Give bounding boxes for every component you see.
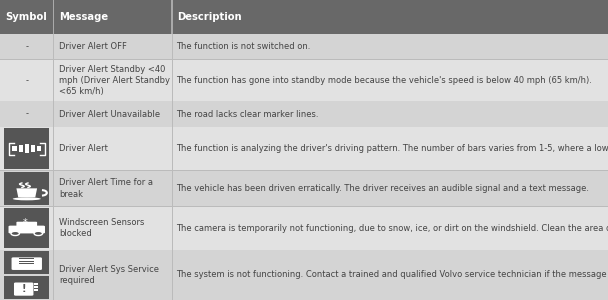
Bar xyxy=(53,0,54,34)
Text: -: - xyxy=(26,110,28,118)
Bar xyxy=(171,60,173,101)
Bar xyxy=(171,0,173,34)
Text: Driver Alert Sys Service
required: Driver Alert Sys Service required xyxy=(59,265,159,285)
Bar xyxy=(171,101,173,127)
Text: !: ! xyxy=(21,284,26,294)
Text: The road lacks clear marker lines.: The road lacks clear marker lines. xyxy=(176,110,318,118)
Text: The function has gone into standby mode because the vehicle's speed is below 40 : The function has gone into standby mode … xyxy=(176,76,592,85)
Bar xyxy=(0,101,54,127)
Bar xyxy=(18,146,22,152)
Bar xyxy=(53,60,54,101)
Text: Driver Alert OFF: Driver Alert OFF xyxy=(59,42,127,51)
Bar xyxy=(0,250,54,300)
Bar xyxy=(54,250,172,300)
Polygon shape xyxy=(16,188,37,197)
FancyBboxPatch shape xyxy=(14,283,33,296)
Bar xyxy=(53,206,54,250)
Text: The system is not functioning. Contact a trained and qualified Volvo service tec: The system is not functioning. Contact a… xyxy=(176,270,608,279)
Bar xyxy=(19,258,34,260)
Bar xyxy=(171,34,173,60)
Text: Description: Description xyxy=(178,12,242,22)
Bar xyxy=(4,251,49,274)
FancyBboxPatch shape xyxy=(12,257,42,270)
FancyBboxPatch shape xyxy=(16,222,37,228)
Bar xyxy=(54,101,172,127)
Bar xyxy=(53,34,54,60)
Bar xyxy=(172,60,608,101)
Text: -: - xyxy=(26,42,28,51)
FancyBboxPatch shape xyxy=(9,226,45,233)
Bar xyxy=(171,206,173,250)
Bar xyxy=(4,128,49,169)
Text: Windscreen Sensors
blocked: Windscreen Sensors blocked xyxy=(59,218,144,238)
Bar xyxy=(0,170,608,171)
Bar xyxy=(172,101,608,127)
Bar xyxy=(34,290,38,291)
Bar xyxy=(19,263,34,264)
Bar xyxy=(0,170,54,206)
Bar xyxy=(172,206,608,250)
Text: The function is analyzing the driver's driving pattern. The number of bars varie: The function is analyzing the driver's d… xyxy=(176,144,608,153)
Text: The camera is temporarily not functioning, due to snow, ice, or dirt on the wind: The camera is temporarily not functionin… xyxy=(176,224,608,232)
Text: *: * xyxy=(22,218,27,228)
Text: Message: Message xyxy=(59,12,108,22)
Text: -: - xyxy=(26,76,28,85)
Bar xyxy=(54,34,172,60)
Text: Driver Alert Standby <40
mph (Driver Alert Standby
<65 km/h): Driver Alert Standby <40 mph (Driver Ale… xyxy=(59,64,170,96)
Bar xyxy=(4,208,49,248)
Bar xyxy=(171,127,173,170)
Bar xyxy=(54,60,172,101)
Bar xyxy=(0,127,54,170)
Bar xyxy=(172,127,608,170)
Bar xyxy=(34,286,38,288)
Bar xyxy=(54,206,172,250)
Bar xyxy=(0,0,54,34)
Bar xyxy=(172,34,608,60)
Circle shape xyxy=(34,231,43,236)
Bar xyxy=(53,127,54,170)
Text: Driver Alert Time for a
break: Driver Alert Time for a break xyxy=(59,178,153,199)
Bar xyxy=(0,59,608,60)
Bar xyxy=(172,250,608,300)
Bar xyxy=(53,101,54,127)
Bar xyxy=(24,144,29,153)
Bar xyxy=(54,170,172,206)
Bar xyxy=(171,250,173,300)
Bar xyxy=(12,146,16,151)
Bar xyxy=(0,206,54,250)
Bar xyxy=(53,250,54,300)
Bar xyxy=(30,146,35,152)
Text: The vehicle has been driven erratically. The driver receives an audible signal a: The vehicle has been driven erratically.… xyxy=(176,184,589,193)
Bar xyxy=(4,276,49,298)
Bar xyxy=(171,170,173,206)
Circle shape xyxy=(11,231,19,236)
Bar xyxy=(36,146,41,151)
Bar xyxy=(53,170,54,206)
Text: Driver Alert: Driver Alert xyxy=(59,144,108,153)
Bar xyxy=(0,34,54,60)
Bar xyxy=(0,60,54,101)
Ellipse shape xyxy=(13,197,41,200)
Bar xyxy=(19,261,34,262)
Text: The function is not switched on.: The function is not switched on. xyxy=(176,42,310,51)
Text: Driver Alert Unavailable: Driver Alert Unavailable xyxy=(59,110,160,118)
Bar xyxy=(54,0,172,34)
Bar xyxy=(172,170,608,206)
Text: Symbol: Symbol xyxy=(5,12,47,22)
Bar xyxy=(4,172,49,205)
Bar xyxy=(172,0,608,34)
Bar xyxy=(54,127,172,170)
Bar xyxy=(34,284,38,285)
